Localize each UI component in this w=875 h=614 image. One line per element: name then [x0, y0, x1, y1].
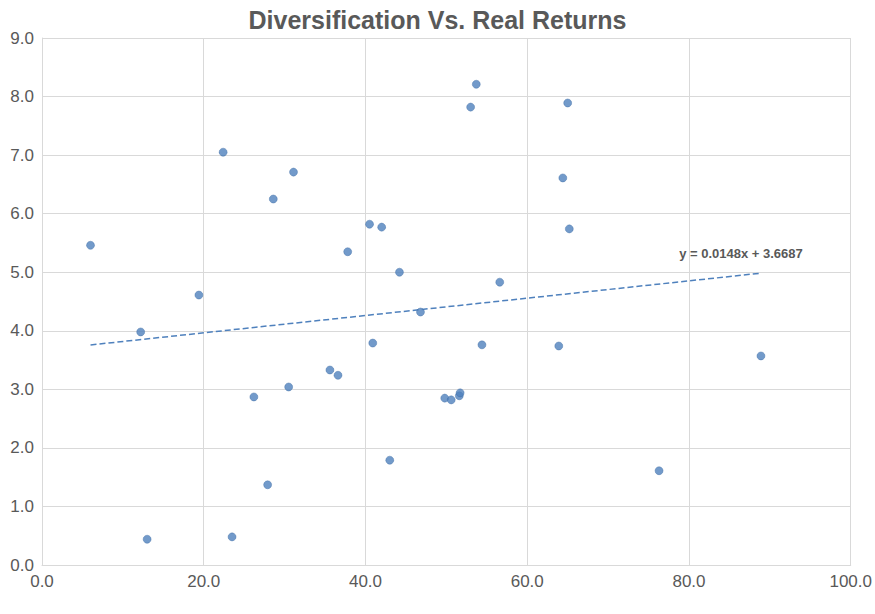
svg-text:6.0: 6.0 [10, 204, 34, 223]
svg-text:5.0: 5.0 [10, 263, 34, 282]
svg-text:3.0: 3.0 [10, 380, 34, 399]
svg-text:0.0: 0.0 [30, 572, 54, 591]
svg-text:Diversification Vs. Real Retur: Diversification Vs. Real Returns [249, 6, 627, 34]
svg-text:40.0: 40.0 [349, 572, 382, 591]
svg-text:60.0: 60.0 [511, 572, 544, 591]
svg-text:7.0: 7.0 [10, 146, 34, 165]
svg-text:20.0: 20.0 [187, 572, 220, 591]
svg-text:y = 0.0148x + 3.6687: y = 0.0148x + 3.6687 [679, 246, 803, 261]
svg-text:1.0: 1.0 [10, 497, 34, 516]
svg-text:100.0: 100.0 [829, 572, 872, 591]
svg-text:80.0: 80.0 [672, 572, 705, 591]
svg-text:4.0: 4.0 [10, 321, 34, 340]
svg-text:8.0: 8.0 [10, 87, 34, 106]
svg-text:0.0: 0.0 [10, 555, 34, 575]
svg-text:9.0: 9.0 [10, 29, 34, 48]
svg-text:2.0: 2.0 [10, 438, 34, 457]
